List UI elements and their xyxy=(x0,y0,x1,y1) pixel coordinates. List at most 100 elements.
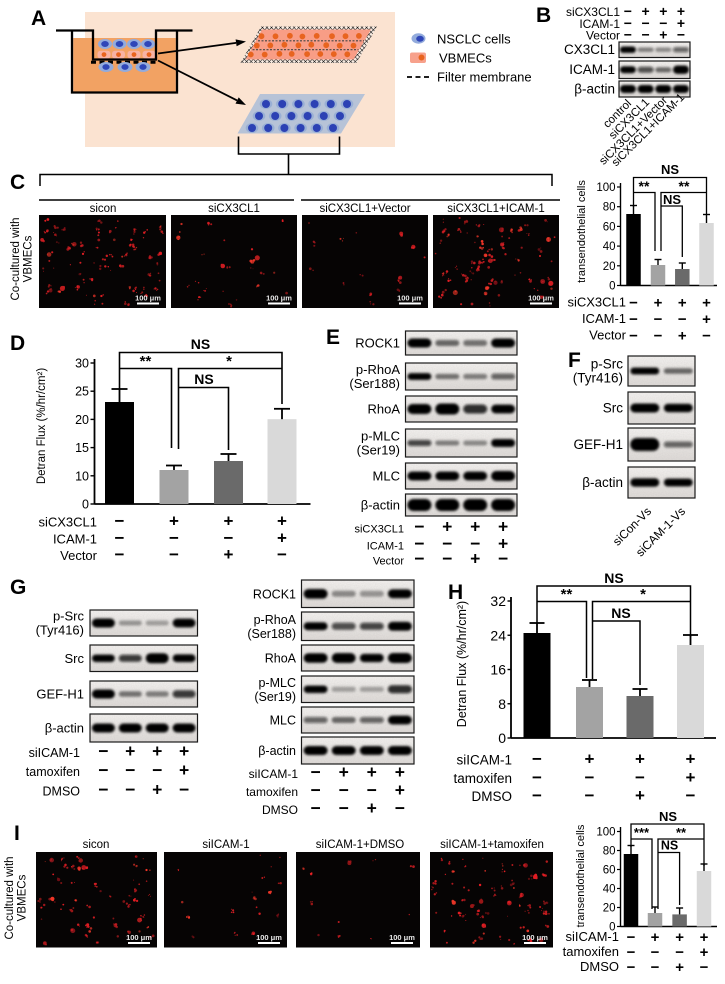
svg-text:−: − xyxy=(98,760,108,780)
svg-text:−: − xyxy=(169,529,179,548)
svg-text:−: − xyxy=(115,545,125,564)
svg-text:−: − xyxy=(339,798,349,818)
svg-text:NS: NS xyxy=(661,839,678,853)
svg-text:−: − xyxy=(442,549,452,569)
svg-text:−: − xyxy=(310,798,320,818)
svg-text:+: + xyxy=(152,780,162,800)
svg-text:100 μm: 100 μm xyxy=(389,933,415,942)
svg-text:20: 20 xyxy=(75,413,89,427)
svg-text:−: − xyxy=(627,944,636,961)
svg-text:CX3CL1: CX3CL1 xyxy=(564,42,615,57)
svg-text:+: + xyxy=(395,762,405,782)
svg-text:+: + xyxy=(686,750,696,769)
svg-text:NSCLC cells: NSCLC cells xyxy=(437,32,511,47)
svg-text:E: E xyxy=(326,326,340,349)
svg-text:p-MLC: p-MLC xyxy=(258,676,296,690)
svg-text:ICAM-1: ICAM-1 xyxy=(579,17,620,31)
svg-text:+: + xyxy=(702,295,711,312)
svg-text:H: H xyxy=(448,581,463,604)
svg-text:+: + xyxy=(678,295,687,312)
svg-text:siICAM-1: siICAM-1 xyxy=(29,746,80,760)
svg-text:(Ser188): (Ser188) xyxy=(349,376,400,391)
svg-text:+: + xyxy=(700,929,709,946)
svg-text:−: − xyxy=(678,311,687,328)
svg-text:−: − xyxy=(627,929,636,946)
svg-text:100 μm: 100 μm xyxy=(135,294,161,303)
svg-text:−: − xyxy=(310,762,320,782)
svg-text:+: + xyxy=(700,944,709,961)
svg-text:DMSO: DMSO xyxy=(580,959,619,974)
svg-text:+: + xyxy=(470,549,480,569)
svg-text:+: + xyxy=(675,929,684,946)
svg-text:Detran Flux (%/hr/cm²): Detran Flux (%/hr/cm²) xyxy=(455,601,469,727)
svg-text:−: − xyxy=(498,549,508,569)
svg-text:sicon: sicon xyxy=(83,839,110,851)
svg-text:0: 0 xyxy=(498,730,506,746)
svg-text:tamoxifen: tamoxifen xyxy=(453,771,512,786)
svg-text:+: + xyxy=(169,512,179,531)
svg-text:−: − xyxy=(629,311,638,328)
svg-text:−: − xyxy=(98,780,108,800)
svg-text:Filter membrane: Filter membrane xyxy=(437,70,532,85)
svg-text:p-RhoA: p-RhoA xyxy=(356,362,400,377)
svg-text:−: − xyxy=(442,534,452,554)
svg-text:−: − xyxy=(414,549,424,569)
svg-text:−: − xyxy=(624,27,632,43)
svg-text:10: 10 xyxy=(75,469,89,483)
svg-text:Co-cultured with: Co-cultured with xyxy=(4,856,16,939)
svg-text:siICAM-1: siICAM-1 xyxy=(566,929,619,944)
svg-text:β-actin: β-actin xyxy=(582,475,623,490)
svg-text:NS: NS xyxy=(661,162,679,177)
svg-text:D: D xyxy=(10,332,25,355)
svg-text:GEF-H1: GEF-H1 xyxy=(573,437,623,452)
svg-text:**: ** xyxy=(676,825,687,840)
svg-text:25: 25 xyxy=(75,385,89,399)
svg-text:siCX3CL1: siCX3CL1 xyxy=(208,203,260,215)
svg-text:β-actin: β-actin xyxy=(258,744,296,758)
svg-text:β-actin: β-actin xyxy=(574,82,615,97)
svg-text:VBMECs: VBMECs xyxy=(439,51,492,66)
svg-text:(Ser19): (Ser19) xyxy=(254,690,296,704)
svg-text:15: 15 xyxy=(75,441,89,455)
svg-text:−: − xyxy=(470,534,480,554)
svg-text:32: 32 xyxy=(490,593,506,609)
svg-text:+: + xyxy=(339,762,349,782)
svg-text:+: + xyxy=(635,750,645,769)
svg-text:16: 16 xyxy=(490,662,506,678)
svg-text:−: − xyxy=(585,768,595,787)
svg-text:+: + xyxy=(651,929,660,946)
svg-text:−: − xyxy=(675,944,684,961)
svg-text:NS: NS xyxy=(659,809,677,824)
svg-text:siICAM-1: siICAM-1 xyxy=(456,753,512,768)
svg-text:β-actin: β-actin xyxy=(45,721,84,736)
svg-text:sicon: sicon xyxy=(90,203,117,215)
svg-text:100 μm: 100 μm xyxy=(528,294,554,303)
svg-text:+: + xyxy=(277,512,287,531)
svg-text:transendothelial cells: transendothelial cells xyxy=(575,824,587,927)
svg-text:tamoxifen: tamoxifen xyxy=(26,765,80,779)
svg-text:100 μm: 100 μm xyxy=(522,933,548,942)
svg-text:24: 24 xyxy=(490,627,506,643)
svg-text:−: − xyxy=(414,517,424,537)
svg-text:MLC: MLC xyxy=(373,469,400,484)
svg-text:+: + xyxy=(677,15,685,31)
svg-text:0: 0 xyxy=(609,922,615,934)
svg-text:60: 60 xyxy=(603,865,616,877)
svg-text:siCX3CL1: siCX3CL1 xyxy=(38,515,97,530)
svg-text:−: − xyxy=(700,959,709,976)
svg-text:−: − xyxy=(339,780,349,800)
svg-text:+: + xyxy=(152,741,162,761)
svg-text:+: + xyxy=(677,3,685,19)
svg-text:0: 0 xyxy=(609,281,615,293)
svg-text:+: + xyxy=(675,959,684,976)
svg-text:siICAM-1: siICAM-1 xyxy=(249,767,299,781)
svg-text:RhoA: RhoA xyxy=(367,402,400,417)
svg-text:Src: Src xyxy=(65,651,85,666)
svg-text:ROCK1: ROCK1 xyxy=(253,587,296,601)
svg-text:G: G xyxy=(10,576,26,599)
svg-text:+: + xyxy=(179,760,189,780)
svg-text:NS: NS xyxy=(663,192,681,207)
svg-text:20: 20 xyxy=(603,903,616,915)
svg-text:I: I xyxy=(14,822,20,845)
svg-text:8: 8 xyxy=(498,696,506,712)
